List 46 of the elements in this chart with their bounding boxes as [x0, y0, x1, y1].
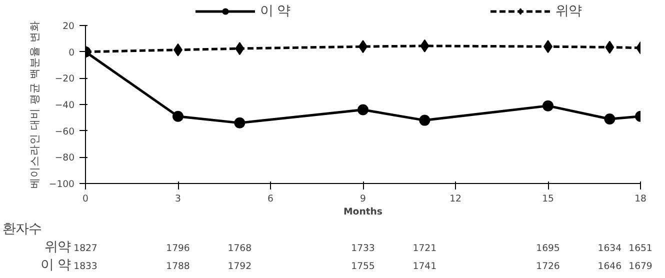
y-tick-label: −40 — [54, 100, 75, 111]
text: 이 약 — [40, 258, 71, 273]
point — [419, 114, 430, 126]
point — [358, 104, 368, 116]
text: 1741 — [412, 261, 437, 272]
y-tick-label: −60 — [54, 126, 75, 138]
point — [234, 117, 246, 128]
text: 1646 — [598, 261, 622, 272]
text: 1755 — [351, 261, 375, 272]
x-tick-label: 0 — [82, 194, 89, 204]
point — [604, 113, 616, 124]
text: 1833 — [74, 261, 98, 272]
x-tick-label: 12 — [450, 194, 462, 204]
text: 1726 — [536, 261, 560, 272]
x-tick-label: 18 — [634, 194, 646, 204]
text: 환자수 — [2, 222, 42, 237]
y-tick-label: 20 — [62, 21, 75, 32]
x-tick-label: 15 — [542, 194, 554, 204]
text: 위약 — [44, 240, 70, 255]
text: 1695 — [536, 243, 560, 254]
y-axis-title: 베이스라인 대비 평균 백분율 변화 — [28, 20, 41, 188]
point — [420, 39, 430, 52]
x-tick-label: 9 — [360, 194, 366, 204]
text: 1792 — [228, 261, 252, 272]
point — [235, 42, 244, 56]
text: 1634 — [598, 243, 622, 254]
text: 1796 — [166, 243, 190, 254]
legend-label: 위약 — [555, 3, 582, 20]
y-tick-label: 0 — [68, 47, 75, 58]
text: 1788 — [166, 261, 190, 272]
text: 1827 — [74, 243, 98, 254]
legend-label: 이 약 — [260, 3, 290, 20]
point — [542, 100, 554, 112]
text: 1721 — [412, 243, 437, 254]
x-tick-label: 6 — [268, 194, 274, 204]
x-tick-label: 3 — [175, 194, 182, 204]
text: 1733 — [351, 243, 375, 254]
y-tick-label: −80 — [54, 152, 75, 164]
y-tick-label: −20 — [54, 74, 75, 85]
point — [172, 110, 184, 122]
text: 1768 — [228, 243, 252, 254]
text: 1651 — [628, 243, 652, 254]
point — [605, 40, 614, 54]
x-axis-title: Months — [344, 206, 383, 218]
y-tick-label: −100 — [48, 179, 75, 190]
text: 1679 — [628, 261, 652, 272]
